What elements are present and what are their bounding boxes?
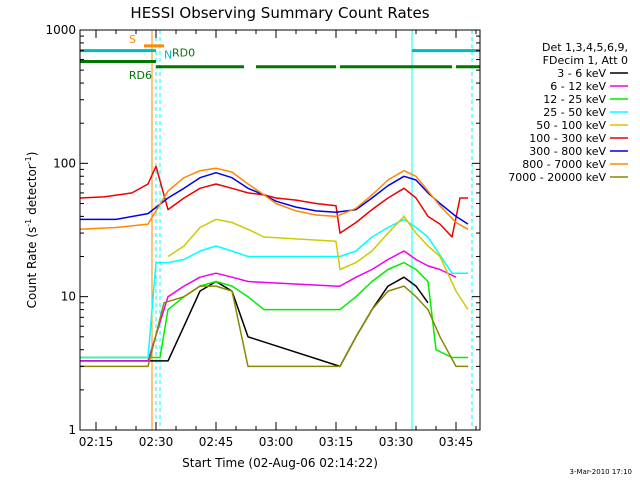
status-bar-label: N bbox=[164, 49, 172, 62]
legend-header: FDecim 1, Att 0 bbox=[543, 54, 628, 67]
series-line bbox=[80, 285, 468, 368]
vertical-markers bbox=[80, 30, 473, 430]
series-line bbox=[80, 165, 468, 238]
legend-entry-label: 100 - 300 keV bbox=[529, 132, 606, 145]
legend-entry-label: 6 - 12 keV bbox=[550, 80, 606, 93]
status-bar-label: S bbox=[129, 33, 136, 46]
x-tick-label: 03:30 bbox=[379, 435, 414, 449]
series-line bbox=[80, 218, 468, 359]
series-group bbox=[80, 165, 469, 368]
legend-entry-label: 800 - 7000 keV bbox=[522, 158, 606, 171]
series-line bbox=[80, 167, 469, 231]
y-axis-label-exponent: -1 bbox=[24, 156, 33, 164]
axis-ticks: S N RD0 RD6 02:15 02:30 02:45 03:00 03:15 03:30 03… bbox=[45, 23, 480, 449]
legend-entry-label: 25 - 50 keV bbox=[543, 106, 606, 119]
x-tick-label: 02:15 bbox=[79, 435, 114, 449]
status-bar-label: RD6 bbox=[129, 69, 152, 82]
y-axis-label-part: detector bbox=[25, 164, 39, 219]
status-bar-label: RD0 bbox=[172, 47, 195, 60]
x-tick-label: 02:45 bbox=[199, 435, 234, 449]
x-tick-label: 03:15 bbox=[319, 435, 354, 449]
x-axis-label: Start Time (02-Aug-06 02:14:22) bbox=[182, 456, 378, 470]
status-bars bbox=[80, 44, 480, 69]
legend-header: Det 1,3,4,5,6,9, bbox=[542, 41, 628, 54]
series-line bbox=[80, 250, 457, 362]
timestamp-footer: 3-Mar-2010 17:10 bbox=[570, 468, 632, 476]
y-axis-label-exponent: -1 bbox=[24, 219, 33, 227]
y-tick-label: 1000 bbox=[45, 23, 76, 37]
legend: Det 1,3,4,5,6,9,FDecim 1, Att 03 - 6 keV… bbox=[508, 41, 628, 184]
legend-entry-label: 7000 - 20000 keV bbox=[508, 171, 606, 184]
series-line bbox=[80, 261, 468, 359]
legend-entry-label: 300 - 800 keV bbox=[529, 145, 606, 158]
chart-title: HESSI Observing Summary Count Rates bbox=[130, 4, 429, 22]
legend-entry-label: 12 - 25 keV bbox=[543, 93, 606, 106]
series-line bbox=[167, 215, 469, 311]
x-tick-label: 02:30 bbox=[139, 435, 174, 449]
y-axis-label-part: ) bbox=[25, 152, 39, 157]
legend-entry-label: 50 - 100 keV bbox=[536, 119, 606, 132]
x-tick-label: 03:00 bbox=[259, 435, 294, 449]
x-tick-label: 03:45 bbox=[439, 435, 474, 449]
y-axis-label: Count Rate (s-1 detector-1) bbox=[24, 152, 39, 309]
y-axis-label-part: Count Rate (s bbox=[25, 227, 39, 309]
series-line bbox=[80, 171, 469, 225]
y-tick-label: 100 bbox=[53, 156, 76, 170]
y-tick-label: 1 bbox=[68, 423, 76, 437]
y-tick-label: 10 bbox=[61, 290, 76, 304]
series-line bbox=[80, 276, 429, 368]
plot-frame bbox=[79, 29, 481, 431]
legend-entry-label: 3 - 6 keV bbox=[557, 67, 606, 80]
